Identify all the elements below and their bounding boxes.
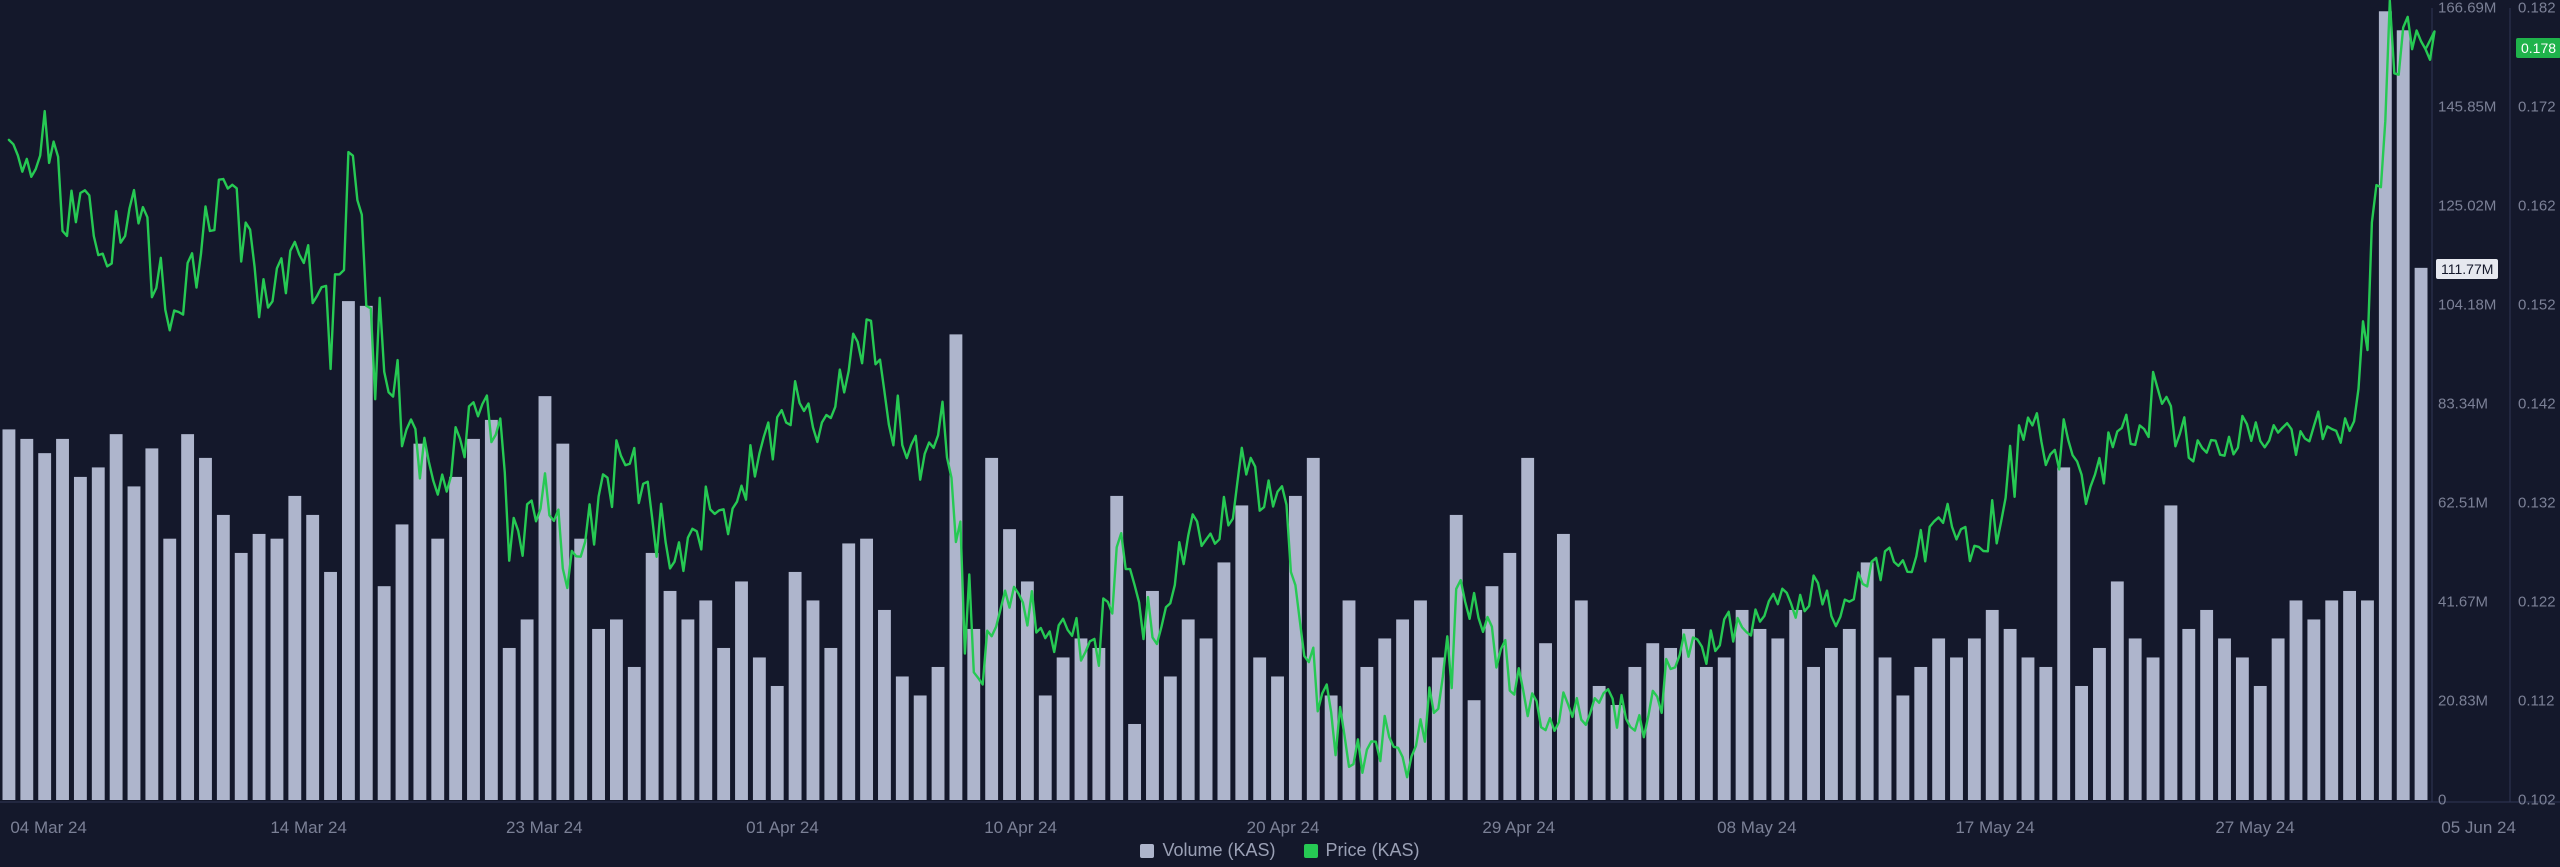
price-axis-tick: 0.102 — [2518, 792, 2556, 809]
x-axis-tick: 01 Apr 24 — [746, 818, 819, 838]
price-axis-tick: 0.162 — [2518, 198, 2556, 215]
x-axis-tick: 10 Apr 24 — [984, 818, 1057, 838]
chart-container: · santiment · 04 Mar 2414 Mar 2423 Mar 2… — [0, 0, 2560, 867]
price-axis-tick: 0.182 — [2518, 0, 2556, 17]
volume-current-badge: 111.77M — [2436, 259, 2498, 279]
volume-axis-tick: 145.85M — [2438, 99, 2496, 116]
x-axis-tick: 27 May 24 — [2215, 818, 2294, 838]
price-axis-tick: 0.132 — [2518, 495, 2556, 512]
legend-swatch — [1304, 844, 1318, 858]
price-axis-tick: 0.112 — [2518, 693, 2554, 710]
volume-axis-tick: 20.83M — [2438, 693, 2488, 710]
legend-swatch — [1140, 844, 1154, 858]
volume-axis-tick: 41.67M — [2438, 594, 2488, 611]
price-current-badge: 0.178 — [2516, 38, 2560, 58]
legend-label: Price (KAS) — [1326, 840, 1420, 861]
x-axis-tick: 17 May 24 — [1955, 818, 2034, 838]
x-axis-tick: 05 Jun 24 — [2441, 818, 2516, 838]
x-axis-tick: 29 Apr 24 — [1482, 818, 1555, 838]
volume-axis-tick: 62.51M — [2438, 494, 2488, 511]
volume-axis-tick: 104.18M — [2438, 297, 2496, 314]
price-axis-tick: 0.142 — [2518, 396, 2556, 413]
volume-axis-tick: 125.02M — [2438, 197, 2496, 214]
price-axis-tick: 0.152 — [2518, 297, 2556, 314]
volume-axis-tick: 166.69M — [2438, 0, 2496, 17]
x-axis-tick: 04 Mar 24 — [10, 818, 87, 838]
x-axis-tick: 14 Mar 24 — [270, 818, 347, 838]
legend: Volume (KAS) Price (KAS) — [0, 840, 2560, 863]
legend-item[interactable]: Volume (KAS) — [1140, 840, 1275, 861]
x-axis-tick: 08 May 24 — [1717, 818, 1796, 838]
volume-axis-tick: 83.34M — [2438, 396, 2488, 413]
x-axis-tick: 20 Apr 24 — [1247, 818, 1320, 838]
x-axis-tick: 23 Mar 24 — [506, 818, 583, 838]
chart-svg[interactable] — [0, 0, 2560, 867]
legend-label: Volume (KAS) — [1162, 840, 1275, 861]
price-axis-tick: 0.122 — [2518, 594, 2556, 611]
legend-item[interactable]: Price (KAS) — [1304, 840, 1420, 861]
volume-axis-tick: 0 — [2438, 792, 2446, 809]
price-axis-tick: 0.172 — [2518, 99, 2556, 116]
